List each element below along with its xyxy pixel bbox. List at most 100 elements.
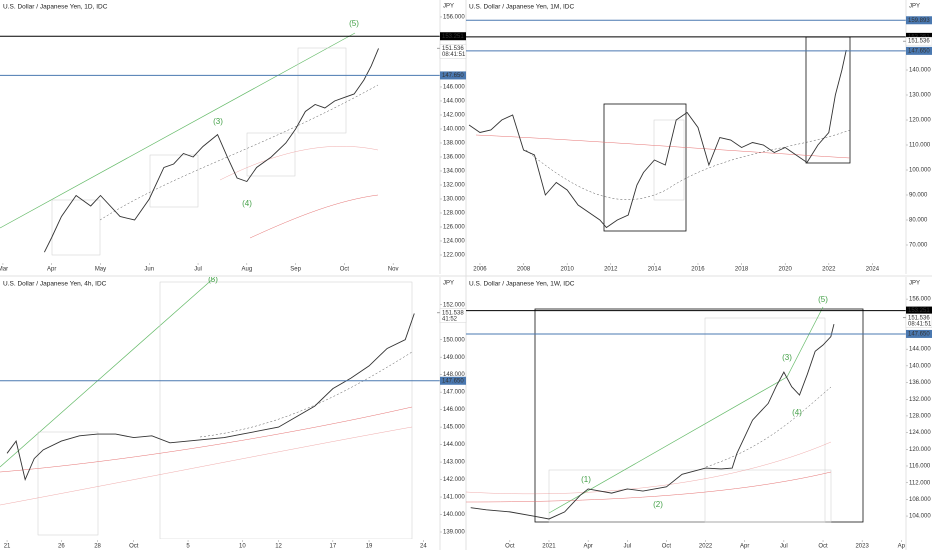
chart-title: U.S. Dollar / Japanese Yen, 1D, IDC [3, 4, 108, 11]
panel-1m: U.S. Dollar / Japanese Yen, 1M, IDC JPY … [466, 0, 932, 274]
last-price-label: 151.536 [908, 39, 930, 45]
x-tick-label: Jun [144, 267, 154, 273]
y-tick-label: 144.000 [443, 442, 465, 448]
x-tick-label: Oct [818, 544, 828, 550]
box [159, 281, 413, 539]
price-line [6, 313, 415, 481]
price-level-tag [440, 71, 466, 80]
x-tick-label: 10 [239, 544, 246, 550]
x-tick-label: 2020 [779, 267, 793, 273]
y-tick-label: 124.000 [443, 239, 465, 245]
x-tick-label: Jul [780, 544, 788, 550]
x-tick-label: 12 [275, 544, 282, 550]
x-tick-label: Aug [241, 267, 252, 273]
chart-title: U.S. Dollar / Japanese Yen, 4h, IDC [3, 281, 107, 288]
plot-area: (3) (4) (5) [0, 19, 440, 256]
price-level-label: 153.251 [908, 308, 930, 314]
panel-1d: (3) (4) (5) U.S. Dollar / Japanese Yen, … [0, 0, 467, 274]
box [297, 47, 347, 134]
y-tick-label: 90.000 [909, 193, 928, 199]
price-line [468, 49, 847, 229]
x-tick-label: 2008 [517, 267, 531, 273]
moving-average [0, 406, 413, 473]
y-tick-label: 141.000 [443, 495, 465, 501]
y-tick-label: 142.000 [443, 113, 465, 119]
y-tick-label: 140.000 [443, 512, 465, 518]
trendline [786, 306, 824, 378]
plot-area [466, 19, 906, 232]
y-tick-label: 132.000 [909, 397, 931, 403]
wave-label: (5) [818, 295, 828, 304]
x-tick-label: 17 [330, 544, 337, 550]
x-tick-label: 2016 [691, 267, 705, 273]
price-level-tag [440, 32, 466, 41]
moving-average [99, 84, 379, 221]
x-tick-label: 28 [94, 544, 101, 550]
x-tick-label: 2006 [473, 267, 487, 273]
price-level-tag [906, 329, 932, 338]
y-tick-label: 120.000 [909, 447, 931, 453]
x-tick-label: 2018 [735, 267, 749, 273]
y-tick-label: 124.000 [909, 430, 931, 436]
wave-label: (5) [349, 19, 359, 28]
box [246, 132, 296, 177]
box [805, 36, 851, 164]
x-tick-label: 2014 [648, 267, 662, 273]
x-tick-label: 24 [420, 544, 427, 550]
y-tick-label: 128.000 [443, 211, 465, 217]
box [149, 154, 199, 208]
x-tick-label: Ap [898, 544, 906, 550]
price-level-tag [906, 16, 932, 25]
y-tick-label: 144.000 [443, 99, 465, 105]
x-tick-label: Mar [0, 267, 8, 273]
box [653, 119, 685, 201]
box [37, 431, 99, 536]
wave-label: (3) [213, 117, 223, 126]
y-tick-label: 140.000 [909, 68, 931, 74]
x-tick-label: Nov [388, 267, 399, 273]
y-tick-label: 110.000 [909, 143, 931, 149]
trendline [0, 32, 356, 229]
y-tick-label: 116.000 [909, 464, 931, 470]
y-tick-label: 146.000 [443, 407, 465, 413]
y-tick-label: 130.000 [909, 93, 931, 99]
currency-label: JPY [909, 281, 920, 287]
price-level-label: 147.650 [908, 48, 930, 54]
x-tick-label: 2012 [604, 267, 618, 273]
chart-title: U.S. Dollar / Japanese Yen, 1W, IDC [469, 281, 575, 288]
moving-average [249, 194, 379, 239]
price-level-label: 159.893 [908, 18, 930, 24]
x-tick-label: 2022 [699, 544, 713, 550]
box [704, 317, 826, 523]
moving-average [525, 129, 851, 200]
box [534, 308, 864, 523]
countdown-label: 08:41:51 [908, 321, 932, 327]
last-price-label: 151.536 [442, 46, 464, 52]
y-tick-label: 144.000 [909, 347, 931, 353]
y-tick-label: 112.000 [909, 480, 931, 486]
x-tick-label: Oct [340, 267, 350, 273]
price-level-label: 147.650 [442, 378, 464, 384]
y-tick-label: 136.000 [909, 380, 931, 386]
box [548, 469, 832, 523]
x-tick-label: 2024 [866, 267, 880, 273]
moving-average [219, 146, 379, 181]
y-tick-label: 130.000 [443, 197, 465, 203]
moving-average [466, 441, 832, 495]
price-line [43, 48, 379, 253]
y-tick-label: 136.000 [443, 155, 465, 161]
y-tick-label: 139.000 [443, 530, 465, 536]
y-tick-label: 104.000 [909, 514, 931, 520]
last-price-tag [439, 308, 467, 324]
box [603, 103, 687, 232]
currency-label: JPY [909, 4, 920, 10]
y-tick-label: 140.000 [909, 363, 931, 369]
x-tick-label: May [95, 267, 106, 273]
price-level-tag [906, 46, 932, 55]
last-price-label: 151.536 [908, 315, 930, 321]
wave-label: (1) [581, 475, 591, 484]
y-tick-label: 138.000 [443, 141, 465, 147]
wave-label: (4) [242, 199, 252, 208]
plot-area: (1) (2) (3) (4) (5) [466, 295, 906, 523]
moving-average [466, 471, 832, 503]
